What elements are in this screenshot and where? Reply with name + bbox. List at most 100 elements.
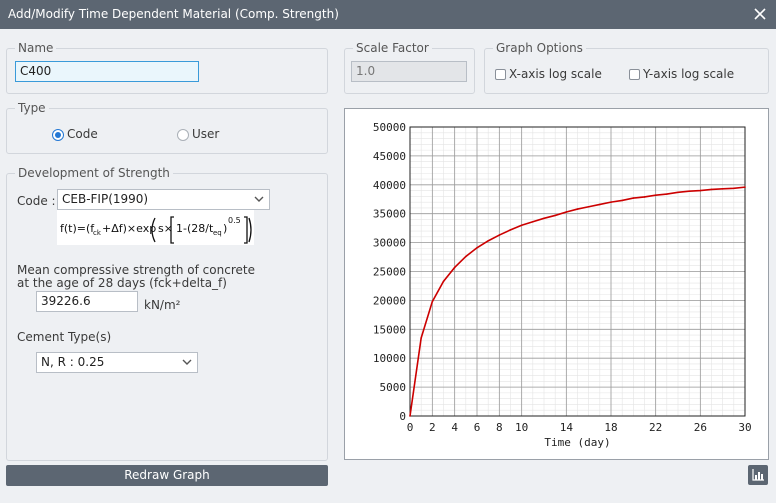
data-point (576, 208, 579, 210)
scale-factor-label: Scale Factor (353, 41, 432, 55)
x-tick-label: 30 (738, 421, 751, 434)
data-point (520, 224, 523, 227)
x-tick-label: 4 (451, 421, 458, 434)
data-point (431, 300, 434, 303)
data-point (599, 203, 601, 206)
x-log-checkbox[interactable] (495, 69, 506, 80)
redraw-graph-button[interactable]: Redraw Graph (6, 465, 328, 486)
scale-factor-input[interactable]: 1.0 (351, 61, 467, 82)
data-point (554, 214, 556, 217)
data-point (721, 188, 724, 190)
y-tick-label: 25000 (373, 266, 406, 279)
code-select-value: CEB-FIP(1990) (62, 192, 149, 206)
svg-text:): ) (223, 222, 227, 235)
x-tick-label: 0 (407, 421, 414, 434)
cement-type-select[interactable]: N, R : 0.25 (36, 352, 198, 373)
code-label: Code : (17, 194, 56, 208)
data-point (532, 220, 534, 223)
x-tick-label: 14 (560, 421, 574, 434)
svg-text:0.5: 0.5 (228, 216, 241, 225)
formula-image: f(t)=(f ck +Δf)×exp s× 1-(28/t eq ) 0.5 (57, 210, 254, 245)
y-tick-label: 30000 (373, 237, 406, 250)
y-tick-label: 5000 (380, 381, 407, 394)
type-group: Type Code User (6, 101, 328, 154)
name-input[interactable]: C400 (15, 61, 199, 82)
data-point (587, 205, 590, 208)
code-radio[interactable] (52, 129, 64, 141)
data-point (476, 247, 478, 249)
cement-type-label: Cement Type(s) (17, 330, 112, 344)
development-label: Development of Strength (15, 166, 173, 180)
strength-chart: 0 5000 10000 15000 20000 25000 30000 35000 40000… (373, 121, 752, 449)
chart-options-button[interactable] (748, 465, 768, 485)
code-radio-label: Code (67, 127, 98, 141)
svg-text:s×: s× (158, 222, 173, 235)
graph-options-label: Graph Options (493, 41, 586, 55)
data-point (643, 196, 646, 198)
data-point (409, 415, 411, 417)
svg-text:+Δf)×exp: +Δf)×exp (102, 222, 156, 235)
y-tick-label: 40000 (373, 179, 406, 192)
svg-text:1-(28/t: 1-(28/t (176, 222, 214, 235)
x-tick-label: 8 (496, 421, 503, 434)
y-log-label: Y-axis log scale (643, 67, 735, 81)
data-point (509, 229, 512, 231)
name-group: Name C400 (6, 41, 328, 94)
data-point (733, 187, 735, 190)
data-point (666, 193, 668, 195)
y-log-checkbox[interactable] (629, 69, 640, 80)
y-tick-label: 45000 (373, 150, 406, 163)
data-point (710, 188, 713, 191)
name-group-label: Name (15, 41, 57, 55)
y-tick-label: 50000 (373, 121, 406, 134)
mean-strength-label-1: Mean compressive strength of concrete (17, 263, 255, 277)
x-tick-label: 18 (604, 421, 617, 434)
data-point (677, 191, 679, 194)
svg-text:f(t)=(f: f(t)=(f (60, 222, 95, 235)
data-point (621, 199, 623, 202)
y-tick-label: 20000 (373, 294, 406, 307)
svg-text:eq: eq (213, 229, 222, 237)
y-tick-label: 15000 (373, 323, 406, 336)
window-title: Add/Modify Time Dependent Material (Comp… (8, 7, 339, 21)
chevron-down-icon (254, 196, 264, 202)
data-point (487, 240, 489, 242)
user-radio[interactable] (177, 129, 189, 141)
data-point (442, 280, 445, 283)
x-tick-label: 6 (474, 421, 481, 434)
close-icon[interactable] (750, 4, 770, 24)
x-axis-label: Time (day) (544, 436, 610, 449)
x-tick-label: 10 (515, 421, 528, 434)
x-tick-label: 2 (429, 421, 436, 434)
data-point (565, 211, 568, 213)
data-point (744, 186, 746, 188)
type-group-label: Type (15, 101, 49, 115)
data-point (654, 194, 657, 197)
x-log-label: X-axis log scale (509, 67, 602, 81)
mean-strength-label-2: at the age of 28 days (fck+delta_f) (17, 276, 227, 290)
x-tick-label: 22 (649, 421, 662, 434)
user-radio-label: User (192, 127, 220, 141)
bar-chart-icon (752, 469, 764, 481)
data-point (610, 201, 612, 203)
title-bar: Add/Modify Time Dependent Material (Comp… (0, 0, 776, 29)
mean-strength-input[interactable]: 39226.6 (36, 291, 138, 312)
cement-type-value: N, R : 0.25 (41, 355, 105, 369)
y-tick-label: 35000 (373, 208, 406, 221)
graph-options-group: Graph Options X-axis log scale Y-axis lo… (484, 41, 769, 94)
chevron-down-icon (182, 359, 192, 365)
plot-frame (409, 126, 746, 417)
data-point (453, 266, 456, 269)
y-tick-label: 0 (399, 410, 406, 423)
svg-text:ck: ck (93, 229, 102, 237)
chart-panel: 0 5000 10000 15000 20000 25000 30000 35000 40000… (344, 108, 769, 460)
data-point (688, 190, 690, 192)
code-select[interactable]: CEB-FIP(1990) (57, 189, 270, 210)
scale-factor-group: Scale Factor 1.0 (344, 41, 475, 94)
data-point (632, 197, 635, 199)
data-point (420, 337, 422, 339)
data-point (699, 189, 702, 192)
x-tick-label: 26 (694, 421, 707, 434)
data-point (543, 217, 545, 220)
data-point (465, 255, 467, 258)
